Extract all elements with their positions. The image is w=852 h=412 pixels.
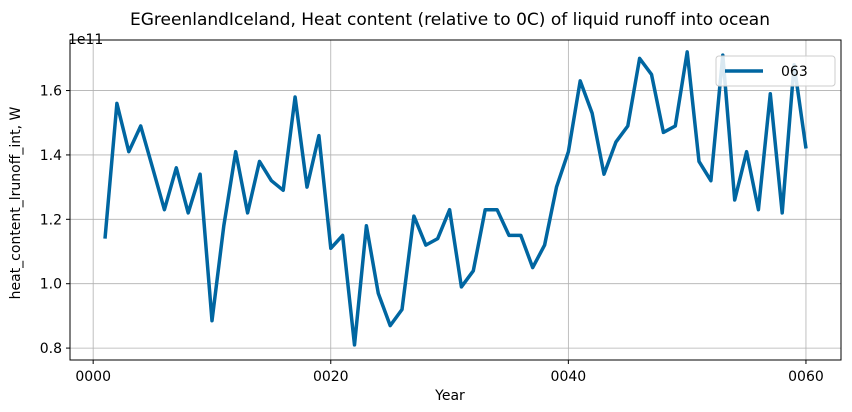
- x-tick-label: 0020: [313, 369, 349, 385]
- y-tick-label: 1.4: [40, 148, 62, 164]
- chart-title: EGreenlandIceland, Heat content (relativ…: [130, 10, 770, 30]
- x-tick-label: 0000: [75, 369, 111, 385]
- legend: 063: [715, 55, 836, 87]
- y-axis-label: heat_content_lrunoff_int, W: [8, 106, 24, 299]
- series-line-063: [103, 50, 808, 347]
- grid-lines: [70, 40, 841, 360]
- series-layer: [103, 50, 808, 347]
- x-tick-label: 0060: [788, 369, 824, 385]
- plot-area-frame: [69, 39, 842, 361]
- legend-label-063: 063: [781, 64, 808, 80]
- y-tick-label: 0.8: [40, 341, 62, 357]
- x-axis-label: Year: [434, 388, 465, 404]
- y-tick-label: 1.2: [40, 212, 62, 228]
- y-tick-label: 1.6: [40, 84, 62, 100]
- legend-box: [715, 55, 836, 87]
- x-axis-ticks: 0000 0020 0040 0060: [75, 360, 824, 385]
- y-axis-ticks: 0.8 1.0 1.2 1.4 1.6: [40, 84, 70, 357]
- y-tick-label: 1.0: [40, 277, 62, 293]
- x-tick-label: 0040: [551, 369, 587, 385]
